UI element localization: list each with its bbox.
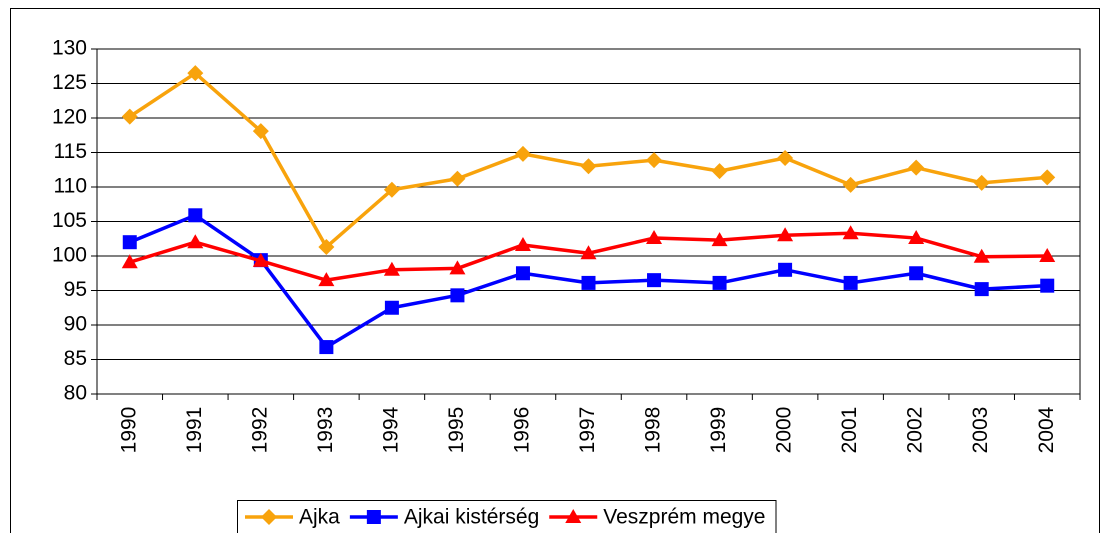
point (366, 510, 381, 524)
point (973, 174, 990, 191)
x-tick-label: 1997 (576, 407, 599, 454)
point (974, 282, 989, 297)
x-tick-label: 1996 (511, 407, 534, 454)
x-tick-label: 1993 (314, 407, 337, 454)
y-tick-label: 130 (52, 37, 87, 60)
y-tick-label: 85 (64, 347, 87, 370)
x-tick-label: 1991 (183, 407, 206, 454)
y-tick-label: 95 (64, 278, 87, 301)
point (121, 254, 138, 269)
point (188, 208, 203, 223)
point (121, 108, 138, 125)
point (712, 275, 727, 290)
x-tick-label: 2004 (1035, 406, 1058, 453)
point (514, 145, 531, 162)
point (318, 272, 335, 287)
point (580, 158, 597, 175)
x-tick-label: 1995 (445, 407, 468, 454)
y-tick-label: 100 (52, 244, 87, 267)
point (514, 236, 531, 251)
point (711, 232, 728, 247)
legend-label: Ajka (299, 506, 340, 529)
point (646, 152, 663, 169)
point (122, 235, 137, 250)
y-tick-label: 90 (64, 313, 87, 336)
point (383, 261, 400, 276)
point (384, 300, 399, 315)
point (973, 248, 990, 263)
x-tick-label: 1998 (642, 407, 665, 454)
point (319, 340, 334, 355)
point (1040, 278, 1055, 293)
point (261, 509, 277, 525)
x-tick-label: 1990 (117, 407, 140, 454)
point (187, 65, 204, 82)
x-tick-label: 2000 (773, 407, 796, 454)
point (909, 266, 924, 281)
plot-frame (96, 48, 1081, 395)
y-tick-label: 115 (54, 140, 87, 163)
y-tick-label: 120 (52, 106, 87, 129)
legend: Ajka Ajkai kistérség Veszprém megye (237, 500, 777, 533)
point (843, 275, 858, 290)
point (449, 170, 466, 187)
point (646, 230, 663, 245)
point (580, 245, 597, 260)
point (318, 239, 335, 256)
x-tick-label: 2002 (904, 407, 927, 454)
point (450, 288, 465, 303)
y-tick-label: 80 (64, 382, 87, 405)
point (842, 176, 859, 193)
point (647, 273, 662, 288)
chart-border (10, 8, 1100, 533)
point (383, 181, 400, 198)
x-tick-label: 1992 (248, 407, 271, 454)
point (449, 260, 466, 275)
x-tick-label: 2003 (969, 407, 992, 454)
legend-label: Veszprém megye (603, 506, 765, 529)
x-tick-label: 1999 (707, 407, 730, 454)
x-tick-label: 2001 (838, 407, 861, 454)
point (187, 234, 204, 249)
point (565, 509, 582, 523)
point (1039, 169, 1056, 186)
point (711, 163, 728, 180)
point (908, 159, 925, 176)
y-tick-label: 110 (54, 175, 87, 198)
point (777, 227, 794, 242)
legend-label: Ajkai kistérség (404, 506, 539, 529)
point (252, 123, 269, 140)
point (777, 150, 794, 167)
point (581, 275, 596, 290)
point (908, 230, 925, 245)
x-tick-label: 1994 (379, 406, 402, 453)
point (252, 252, 269, 267)
series (121, 225, 1056, 287)
legend-box (237, 500, 777, 533)
point (515, 266, 530, 281)
series (122, 208, 1055, 355)
point (842, 225, 859, 240)
point (778, 262, 793, 277)
y-tick-label: 105 (52, 209, 87, 232)
y-tick-label: 125 (52, 71, 87, 94)
point (1039, 248, 1056, 262)
series (121, 65, 1056, 256)
